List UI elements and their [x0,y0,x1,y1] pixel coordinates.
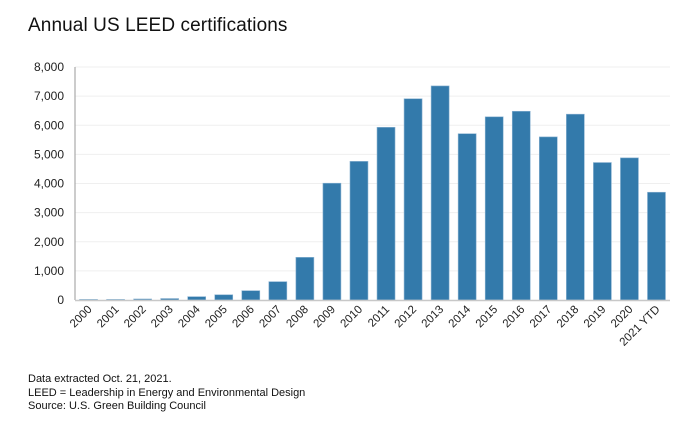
x-tick-label: 2001 [95,304,122,331]
footnote-data-extracted: Data extracted Oct. 21, 2021. [28,373,172,385]
footnote-leed-definition: LEED = Leadership in Energy and Environm… [28,386,306,399]
bar-2007 [268,281,288,301]
x-tick-label: 2006 [230,304,257,331]
bar-2016 [511,110,531,301]
y-tick-label: 3,000 [34,206,64,220]
x-tick-label: 2003 [149,304,176,331]
y-tick-label: 2,000 [34,235,64,249]
x-tick-label: 2008 [284,304,311,331]
x-tick-label: 2010 [339,304,366,331]
bar-2008 [295,257,315,301]
y-axis-ticks: 0 1,000 2,000 3,000 4,000 5,000 6,000 7,000 8,00… [34,60,64,307]
y-tick-label: 5,000 [34,147,64,161]
bar-2019 [593,162,612,301]
x-tick-label: 2004 [176,303,203,330]
y-tick-label: 7,000 [34,89,64,103]
x-tick-label: 2009 [311,304,338,331]
y-tick-label: 8,000 [34,60,64,74]
bars [79,85,666,301]
bar-2005 [214,294,234,301]
footnote-source: Source: U.S. Green Building Council [28,400,206,412]
bar-2020 [620,157,639,301]
x-tick-label: 2000 [68,304,95,331]
bar-2013 [430,85,450,301]
x-tick-label: 2013 [420,304,447,331]
y-tick-label: 6,000 [34,118,64,132]
y-tick-label: 1,000 [34,264,64,278]
bar-2018 [566,113,585,301]
bar-2006 [241,290,261,301]
x-tick-label: 2007 [257,304,284,331]
x-tick-label: 2011 [366,304,392,330]
bar-2015 [484,116,504,301]
bar-2021-ytd [647,191,666,301]
x-tick-label: 2016 [501,304,528,331]
bar-2014 [457,133,477,301]
bar-2009 [322,182,342,301]
x-tick-label: 2017 [528,304,555,331]
x-tick-label: 2019 [582,304,609,331]
x-tick-label: 2012 [393,304,420,331]
bar-2012 [403,98,423,301]
x-tick-label: 2014 [447,303,474,330]
chart-title: Annual US LEED certifications [28,15,288,36]
bar-2004 [187,296,207,301]
bar-2010 [349,161,369,301]
bar-2017 [538,136,558,301]
bar-2011 [376,126,396,301]
x-axis-ticks: 2000 2001 2002 2003 2004 2005 2006 2007 2008 2009… [68,303,663,348]
x-tick-label: 2015 [474,304,501,331]
footnotes: Data extracted Oct. 21, 2021. LEED = Lea… [28,373,305,414]
y-tick-label: 4,000 [34,177,64,191]
x-tick-label: 2005 [203,304,230,331]
x-tick-label: 2018 [555,304,582,331]
y-tick-label: 0 [57,293,64,307]
x-tick-label: 2002 [122,304,149,331]
